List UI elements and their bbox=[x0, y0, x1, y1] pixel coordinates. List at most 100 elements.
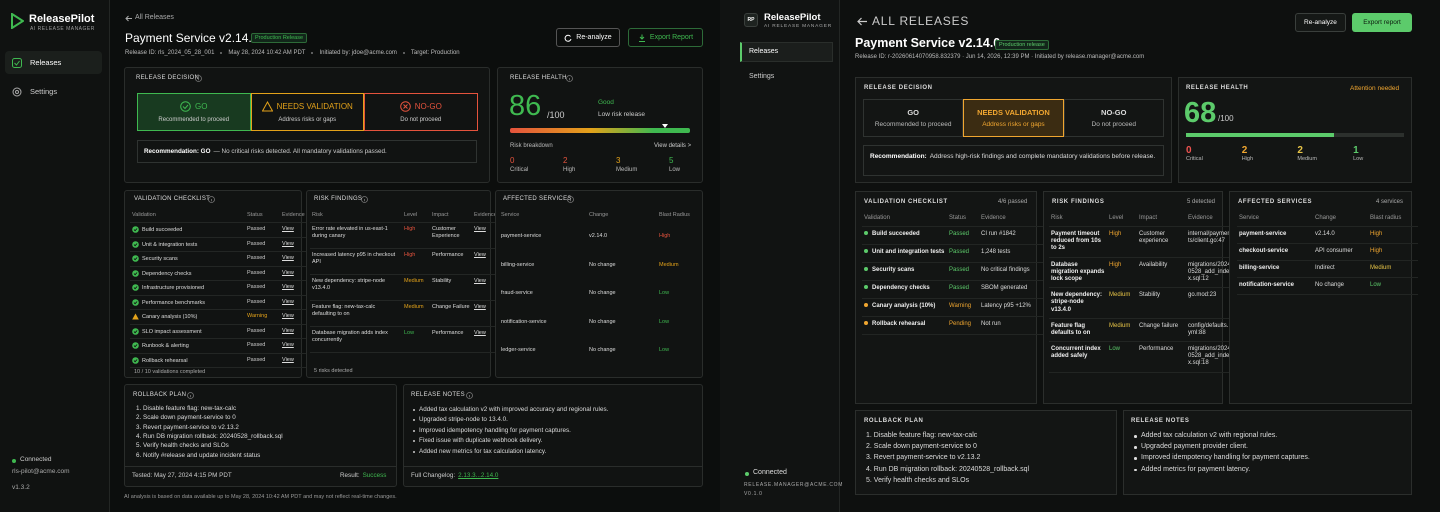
rollback-step: 3. Revert payment-service to v2.13.2 bbox=[136, 423, 239, 431]
table-cell: Infrastructure provisioned bbox=[130, 281, 245, 296]
button-label[interactable]: Re-analyze bbox=[1304, 19, 1337, 26]
option-head: NO-GO bbox=[399, 101, 442, 112]
breakdown-count: 3 bbox=[616, 156, 621, 165]
column-label: Service bbox=[501, 211, 520, 218]
panel bbox=[855, 191, 1037, 404]
status-icon bbox=[132, 269, 139, 277]
table-row: Security scans Passed View bbox=[130, 252, 309, 267]
data-table: Service Change Blast radius payment-service… bbox=[1237, 211, 1418, 295]
changelog-link[interactable]: 2.13.3...2.14.0 bbox=[458, 472, 499, 479]
evidence-link[interactable]: View bbox=[282, 240, 294, 247]
button[interactable]: Export Report bbox=[628, 28, 703, 47]
table-row: Canary analysis (10%) Warning Latency p95 … bbox=[862, 299, 1046, 317]
evidence-link[interactable]: View bbox=[282, 269, 294, 276]
cell-text: Change failure bbox=[1139, 322, 1179, 329]
decision-option[interactable]: GO Recommended to proceed bbox=[863, 99, 964, 137]
breakdown-label: High bbox=[563, 167, 576, 173]
table-row: Build succeeded Passed View bbox=[130, 223, 309, 238]
table-cell: migrations/20240528_add_index.sql:18 bbox=[1186, 342, 1233, 373]
table-cell: fraud-service bbox=[499, 280, 587, 309]
table-cell: Warning bbox=[245, 310, 280, 325]
button[interactable]: Export report bbox=[1352, 13, 1412, 32]
health-grade: Good bbox=[598, 99, 614, 106]
evidence-link[interactable]: View bbox=[282, 284, 294, 291]
page-title: Payment Service v2.14.0 bbox=[125, 31, 259, 45]
brand: ReleasePilot bbox=[764, 12, 821, 23]
evidence-link[interactable]: View bbox=[282, 313, 294, 320]
table-cell: v2.14.0 bbox=[1313, 227, 1368, 244]
button-label[interactable]: Export Report bbox=[649, 34, 694, 41]
decision-option[interactable]: NEEDS VALIDATION Address risks or gaps bbox=[250, 93, 364, 131]
status-dot bbox=[745, 472, 749, 476]
button-label[interactable]: Export report bbox=[1363, 19, 1401, 26]
evidence-link[interactable]: View bbox=[282, 255, 294, 262]
panel-title: RELEASE NOTES bbox=[411, 392, 465, 398]
risk-level: High bbox=[1109, 231, 1122, 237]
button[interactable]: Re-analyze bbox=[1295, 13, 1346, 32]
table-cell: Dependency checks bbox=[130, 266, 245, 281]
nav-item[interactable]: Settings bbox=[30, 87, 58, 96]
table-cell: Passed bbox=[245, 252, 280, 267]
cell-text: Performance bbox=[432, 252, 464, 258]
option-head: NEEDS VALIDATION bbox=[261, 100, 353, 112]
column-header: Status bbox=[947, 211, 979, 227]
details-link[interactable]: View details > bbox=[654, 143, 692, 149]
panel-badge: 4 services bbox=[1376, 199, 1404, 205]
status: Passed bbox=[247, 240, 266, 247]
cell-text: CI run #1842 bbox=[981, 231, 1016, 237]
decision-option[interactable]: NO-GO Do not proceed bbox=[364, 93, 478, 131]
column-label: Risk bbox=[1051, 214, 1063, 221]
evidence-link[interactable]: View bbox=[282, 226, 294, 232]
back-arrow bbox=[857, 17, 868, 26]
option-desc: Recommended to proceed bbox=[158, 117, 230, 123]
release-note: Added tax calculation v2 with improved a… bbox=[419, 406, 609, 413]
bullet bbox=[1134, 435, 1137, 438]
option-desc: Address risks or gaps bbox=[278, 117, 337, 123]
cell-text: Canary analysis (10%) bbox=[142, 314, 198, 321]
back-link[interactable]: All Releases bbox=[135, 14, 174, 21]
panel-title: VALIDATION CHECKLIST bbox=[864, 199, 948, 205]
back-link[interactable]: ALL RELEASES bbox=[872, 14, 970, 28]
column-header: Risk bbox=[1049, 211, 1107, 227]
decision-option[interactable]: GO Recommended to proceed bbox=[137, 93, 251, 131]
health-marker bbox=[661, 124, 668, 128]
evidence-link[interactable]: View bbox=[474, 278, 486, 284]
evidence-link[interactable]: View bbox=[282, 356, 294, 363]
cell-text: Increased latency p95 in checkout API bbox=[312, 252, 396, 265]
cell-text: Build succeeded bbox=[872, 231, 920, 237]
breakdown-label: Medium bbox=[616, 167, 638, 173]
evidence-link[interactable]: View bbox=[282, 342, 294, 349]
table-cell: API consumer bbox=[1313, 244, 1368, 261]
option-desc: Recommended to proceed bbox=[874, 121, 952, 128]
button-label[interactable]: Re-analyze bbox=[576, 34, 612, 41]
release-note: Upgraded stripe-node to 13.4.0. bbox=[419, 416, 508, 424]
nav-item[interactable]: Releases bbox=[30, 58, 62, 67]
meta-item: Target: Production bbox=[410, 50, 460, 56]
decision-option[interactable]: NO-GO Do not proceed bbox=[1063, 99, 1164, 137]
nav-active[interactable] bbox=[740, 42, 833, 62]
cell-text: No change bbox=[589, 290, 616, 296]
evidence-link[interactable]: View bbox=[474, 252, 486, 258]
table-row: Canary analysis (10%) Warning View bbox=[130, 310, 309, 325]
panel-footer: 5 risks detected bbox=[314, 368, 353, 374]
evidence-link[interactable]: View bbox=[282, 327, 294, 334]
table-cell: Availability bbox=[1137, 257, 1186, 288]
cell-text: notification-service bbox=[1239, 282, 1295, 288]
evidence-link[interactable]: View bbox=[282, 298, 294, 305]
decision-option[interactable]: NEEDS VALIDATION Address risks or gaps bbox=[963, 99, 1064, 137]
nav-item[interactable]: Settings bbox=[749, 73, 775, 80]
nav-item[interactable]: Releases bbox=[749, 48, 779, 55]
column-header: Evidence bbox=[1186, 211, 1233, 227]
evidence-link[interactable]: View bbox=[474, 330, 486, 336]
cell-text: No change bbox=[589, 347, 616, 353]
column-label: Validation bbox=[132, 211, 156, 218]
nav-active[interactable] bbox=[5, 51, 102, 74]
evidence-link[interactable]: View bbox=[474, 226, 486, 232]
info-icon bbox=[187, 392, 194, 399]
evidence-link[interactable]: View bbox=[474, 304, 486, 310]
table-cell: Change failure bbox=[1137, 318, 1186, 341]
cell-text: Dependency checks bbox=[872, 285, 930, 291]
separator-dot bbox=[311, 52, 314, 54]
status-icon bbox=[132, 255, 139, 262]
button[interactable]: Re-analyze bbox=[556, 28, 620, 47]
